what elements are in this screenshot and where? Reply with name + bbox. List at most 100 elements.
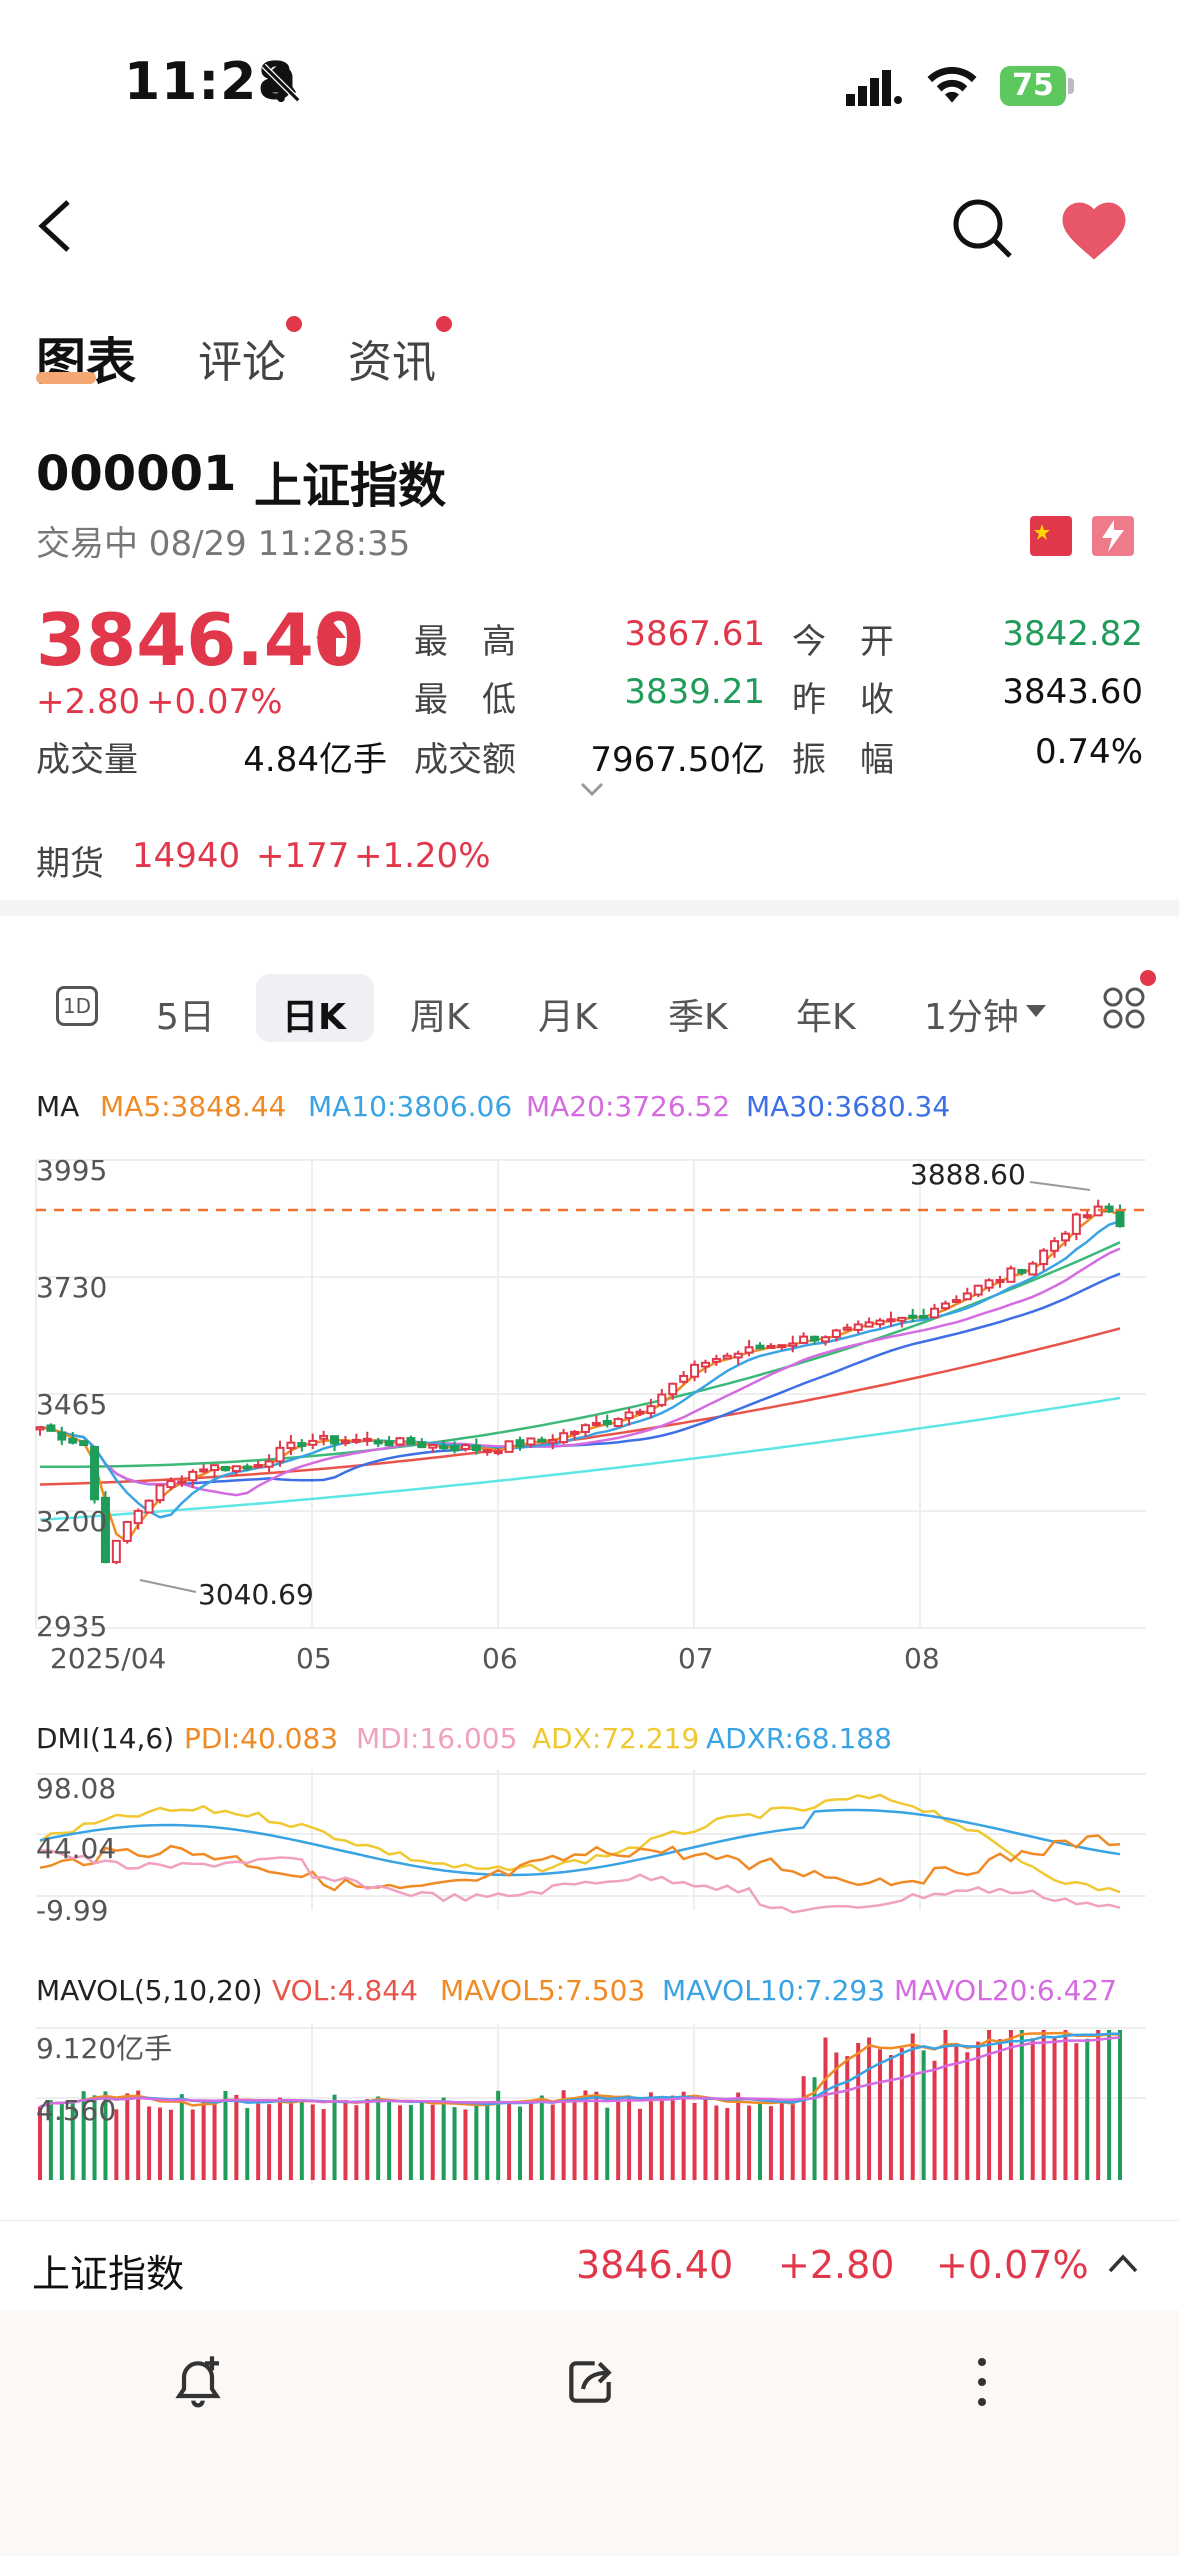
battery-tip (1068, 78, 1074, 94)
candle-body (133, 1509, 143, 1525)
adx-line (39, 1793, 1121, 1894)
candle-body (766, 1344, 776, 1349)
low-value: 3839.21 (624, 672, 765, 712)
back-icon[interactable] (32, 196, 82, 260)
trading-status: 交易中 08/29 11:28:35 (36, 524, 411, 564)
period-weekk[interactable]: 周K (410, 997, 470, 1038)
candle-body (831, 1329, 841, 1338)
pdi-line (39, 1834, 1121, 1892)
ma30-legend: MA30:3680.34 (746, 1090, 951, 1123)
min-annotation: 3040.69 (198, 1578, 314, 1611)
expand-chevron-icon[interactable] (578, 780, 606, 804)
bottom-toolbar (0, 2310, 1179, 2556)
dmi-chart[interactable]: 98.08 44.04 -9.99 (0, 1770, 1179, 1930)
futures-value[interactable]: 14940 (132, 836, 241, 876)
candle-body (1017, 1268, 1027, 1274)
grid-menu-badge (1140, 970, 1156, 986)
volume-bar (114, 2109, 119, 2180)
volume-bar (921, 2050, 926, 2180)
candle-body (537, 1438, 547, 1443)
candlestick-chart[interactable]: 3888.60 3040.69 3995 3730 3465 3200 2935 202… (0, 1130, 1179, 1690)
prev-close-label: 昨 收 (792, 680, 894, 720)
low-label: 最 低 (414, 680, 516, 720)
candle-body (210, 1464, 220, 1472)
volume-bar (1074, 2043, 1079, 2180)
volume-bar (703, 2099, 708, 2180)
volume-bar (496, 2090, 501, 2180)
bottom-quote-bar[interactable]: 上证指数 3846.40 +2.80 +0.07% (0, 2220, 1179, 2310)
search-icon[interactable] (950, 196, 1014, 264)
adxr-line (39, 1808, 1121, 1877)
candle-body (700, 1361, 710, 1368)
futures-label: 期货 (36, 844, 104, 884)
candle-body (755, 1344, 765, 1350)
dmi-ytick-bottom: -9.99 (36, 1894, 108, 1927)
volume-bar (299, 2100, 304, 2180)
oneday-button[interactable]: 1D (56, 986, 98, 1026)
up-arrow-icon (314, 618, 348, 666)
volume-bar (965, 2052, 970, 2180)
candle-body (46, 1424, 56, 1432)
candle-body (668, 1382, 678, 1396)
volume-bar (747, 2105, 752, 2180)
volume-bar (1030, 2038, 1035, 2180)
favorite-heart-icon[interactable] (1058, 196, 1130, 264)
volume-bar (561, 2090, 566, 2180)
candle-body (493, 1450, 503, 1455)
volume-bar (583, 2090, 588, 2180)
price-change: +2.80 (36, 682, 141, 722)
candle-body (995, 1279, 1005, 1284)
period-minute[interactable]: 1分钟 (924, 997, 1019, 1038)
candle-body (417, 1441, 427, 1449)
candle-body (384, 1440, 394, 1447)
vol-ytick-mid: 4.560 (36, 2094, 116, 2127)
volume-bar (758, 2102, 762, 2180)
candle-body (962, 1292, 972, 1301)
candle-body (188, 1470, 198, 1482)
volume-bar (954, 2045, 959, 2180)
volume-bar (81, 2091, 86, 2180)
volume-bar (507, 2101, 512, 2180)
period-5d[interactable]: 5日 (156, 997, 215, 1038)
grid-menu-icon[interactable] (1102, 986, 1146, 1034)
caret-down-icon[interactable] (1026, 1004, 1046, 1023)
dmi-pdi: PDI:40.083 (184, 1722, 339, 1755)
volume-bar (714, 2105, 719, 2180)
candle-body (450, 1445, 460, 1452)
candle-body (68, 1437, 78, 1444)
chevron-up-icon[interactable] (1106, 2251, 1140, 2279)
wifi-icon (924, 62, 980, 110)
period-dayk[interactable]: 日K (282, 997, 346, 1038)
more-options-icon[interactable] (970, 2354, 994, 2414)
volume-bar (801, 2076, 806, 2180)
candle-body (635, 1410, 645, 1415)
ma120-line (39, 1327, 1121, 1486)
flash-trade-icon[interactable] (1092, 516, 1134, 556)
y-tick-label: 3200 (36, 1505, 107, 1538)
amplitude-label: 振 幅 (792, 740, 894, 780)
y-tick-label: 2935 (36, 1610, 107, 1643)
period-monthk[interactable]: 月K (538, 997, 598, 1038)
candle-body (275, 1446, 285, 1463)
volume-bar (485, 2104, 490, 2180)
y-tick-label: 3465 (36, 1388, 107, 1421)
candle-body (504, 1440, 514, 1453)
volume-bar (779, 2103, 784, 2180)
volume-bar (976, 2041, 981, 2180)
futures-change-pct: +1.20% (354, 836, 491, 876)
volume-bar (812, 2077, 817, 2180)
volume-bar (430, 2104, 435, 2180)
period-yeark[interactable]: 年K (796, 997, 856, 1038)
candle-body (220, 1466, 230, 1472)
share-icon[interactable] (562, 2354, 618, 2414)
tab-news[interactable]: 资讯 (348, 337, 436, 388)
period-quarterk[interactable]: 季K (668, 997, 728, 1038)
alert-bell-icon[interactable] (170, 2354, 226, 2414)
volume-bar (627, 2096, 632, 2180)
y-tick-label: 3995 (36, 1154, 107, 1187)
tab-comments[interactable]: 评论 (198, 337, 286, 388)
volume-chart[interactable]: 9.120亿手 4.560 (0, 2024, 1179, 2184)
candle-body (35, 1426, 45, 1431)
volume-bar (648, 2092, 653, 2180)
volume-bar (419, 2102, 424, 2180)
